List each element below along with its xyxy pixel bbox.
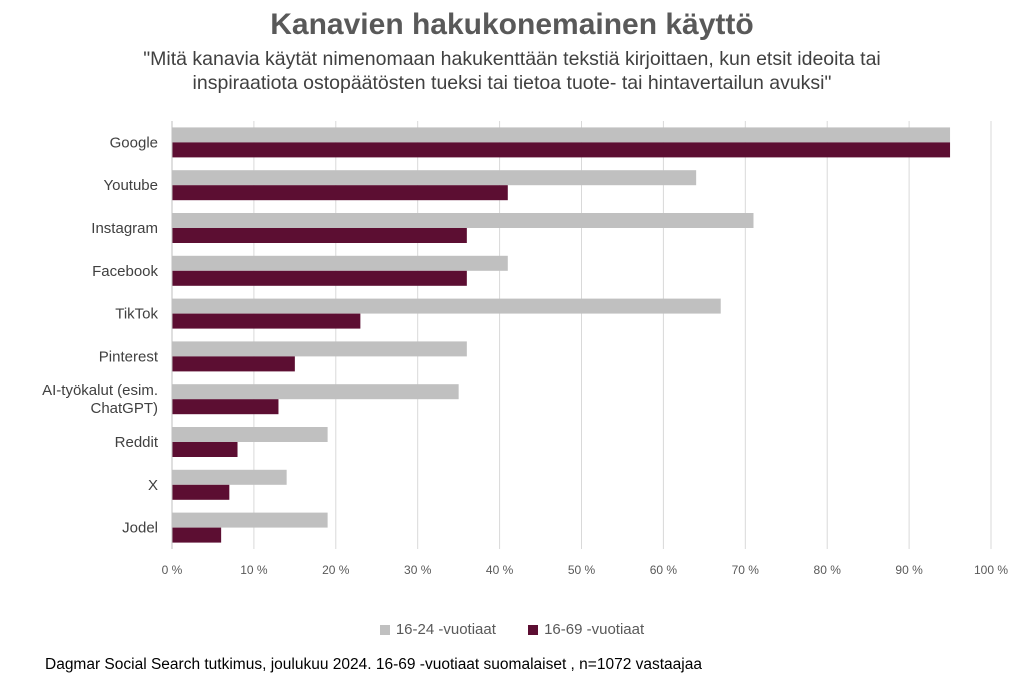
subtitle-line-1: "Mitä kanavia käytät nimenomaan hakukent… xyxy=(143,48,881,70)
bar-16-24-7 xyxy=(172,427,328,442)
bar-16-24-1 xyxy=(172,170,697,186)
legend-swatch-16-69 xyxy=(528,624,539,635)
x-tick-label-8: 80 % xyxy=(814,563,842,577)
x-tick-label-10: 100 % xyxy=(974,563,1008,577)
x-tick-label-7: 70 % xyxy=(732,563,760,577)
bar-16-69-7 xyxy=(172,442,238,457)
category-label-6-line-1: ChatGPT) xyxy=(90,400,158,417)
bar-16-24-8 xyxy=(172,469,287,485)
bar-16-69-6 xyxy=(172,399,279,415)
x-tick-label-0: 0 % xyxy=(162,563,183,577)
x-tick-label-6: 60 % xyxy=(650,563,678,577)
x-tick-label-1: 10 % xyxy=(240,563,268,577)
x-tick-label-2: 20 % xyxy=(322,563,350,577)
bar-16-69-8 xyxy=(172,484,230,500)
legend-item-16-69: 16-69 -vuotiaat xyxy=(528,621,644,638)
category-label-9: Jodel xyxy=(122,520,158,537)
category-label-5: Pinterest xyxy=(99,348,159,365)
bar-16-24-2 xyxy=(172,213,754,228)
footnote: Dagmar Social Search tutkimus, joulukuu … xyxy=(45,656,702,673)
category-label-2: Instagram xyxy=(91,220,158,237)
bar-16-24-6 xyxy=(172,384,459,400)
x-tick-label-9: 90 % xyxy=(895,563,923,577)
bar-16-69-4 xyxy=(172,313,361,329)
category-label-1: Youtube xyxy=(103,177,158,194)
category-label-4: TikTok xyxy=(115,306,158,323)
bar-16-69-1 xyxy=(172,185,508,201)
bar-16-24-4 xyxy=(172,298,721,314)
legend-label-16-24: 16-24 -vuotiaat xyxy=(395,621,496,638)
category-label-7: Reddit xyxy=(115,434,159,451)
category-label-0: Google xyxy=(110,134,158,151)
legend: 16-24 -vuotiaat 16-69 -vuotiaat xyxy=(0,621,1024,639)
chart-subtitle: "Mitä kanavia käytät nimenomaan hakukent… xyxy=(60,47,964,95)
chart-title: Kanavien hakukonemainen käyttö xyxy=(270,8,754,41)
bar-16-69-5 xyxy=(172,356,295,372)
bar-16-69-3 xyxy=(172,270,467,286)
category-label-6-line-0: AI-työkalut (esim. xyxy=(42,382,158,399)
bar-16-69-9 xyxy=(172,527,222,543)
x-tick-label-3: 30 % xyxy=(404,563,432,577)
x-tick-label-4: 40 % xyxy=(486,563,514,577)
legend-swatch-16-24 xyxy=(379,624,390,635)
bar-16-69-0 xyxy=(172,142,951,158)
bar-16-24-5 xyxy=(172,341,467,357)
legend-item-16-24: 16-24 -vuotiaat xyxy=(379,621,496,638)
category-label-3: Facebook xyxy=(92,263,158,280)
category-label-8: X xyxy=(148,477,158,494)
bar-16-24-3 xyxy=(172,255,508,271)
bar-16-24-0 xyxy=(172,127,951,143)
x-tick-label-5: 50 % xyxy=(568,563,596,577)
bar-16-24-9 xyxy=(172,512,328,528)
bar-16-69-2 xyxy=(172,228,467,243)
subtitle-line-2: inspiraatiota ostopäätösten tueksi tai t… xyxy=(192,72,832,94)
legend-label-16-69: 16-69 -vuotiaat xyxy=(544,621,645,638)
